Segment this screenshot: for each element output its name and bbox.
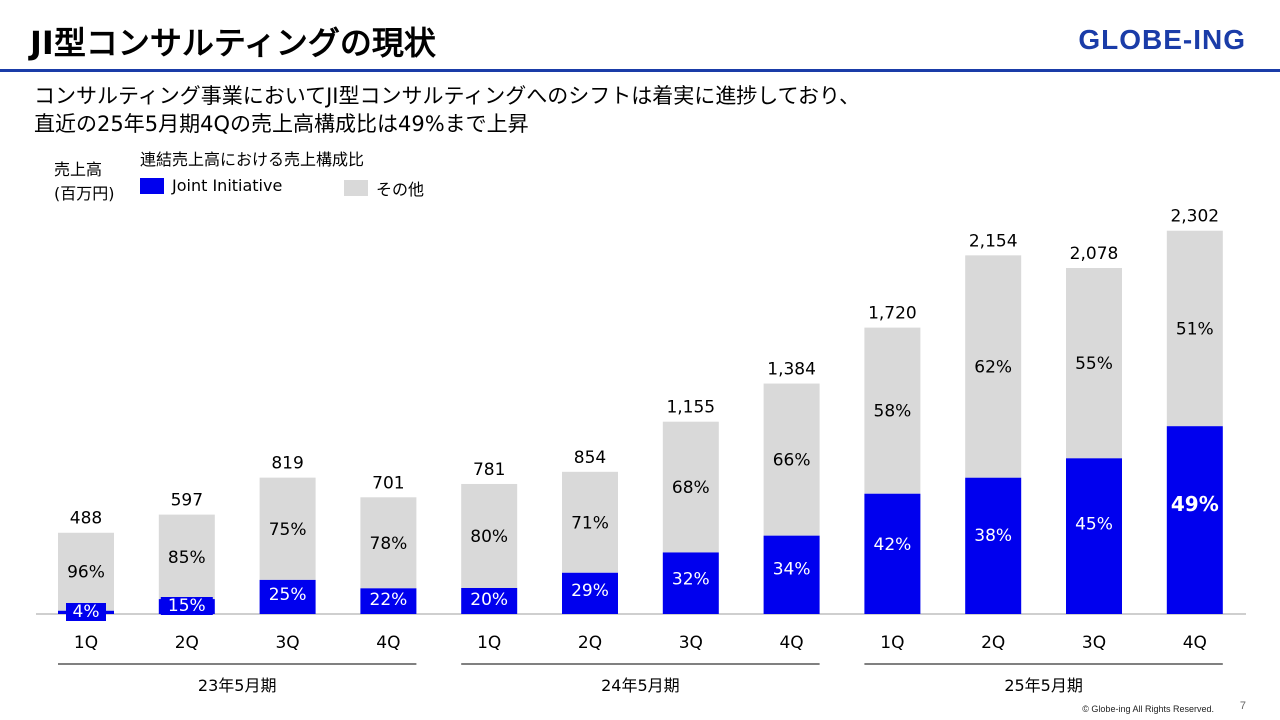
bar-share-label-other: 58% [874, 402, 912, 422]
bar-segment-ji [259, 579, 316, 614]
bar-total-label: 1,720 [868, 304, 917, 324]
company-logo: GLOBE-ING [1078, 24, 1246, 55]
fiscal-year-label: 25年5月期 [1004, 676, 1083, 695]
bar-share-label-other: 85% [168, 548, 206, 568]
subtitle-line-2: 直近の25年5月期4Qの売上高構成比は49%まで上昇 [34, 112, 529, 136]
bar-share-label-ji: 32% [672, 569, 710, 589]
bar-segment-ji [763, 535, 820, 614]
title-divider [0, 69, 1280, 72]
bar-ji-label-box [66, 603, 106, 621]
bar-share-label-ji: 42% [874, 535, 912, 555]
bar-share-label-ji: 38% [974, 526, 1012, 546]
bar-segment-other [662, 421, 719, 553]
legend-swatch-other [344, 180, 368, 196]
fiscal-year-label: 24年5月期 [601, 676, 680, 695]
x-tick-label: 3Q [275, 633, 299, 653]
chart-caption: 連結売上高における売上構成比 [140, 150, 365, 169]
bar-segment-other [1166, 230, 1223, 427]
bar-share-label-other: 71% [571, 513, 609, 533]
page-title: JI型コンサルティングの現状 [30, 24, 436, 62]
x-tick-label: 2Q [175, 633, 199, 653]
bar-total-label: 2,154 [969, 231, 1018, 251]
bar-segment-ji [1066, 458, 1122, 614]
bar-share-label-other: 96% [67, 563, 105, 583]
bar-total-label: 819 [271, 454, 303, 474]
bar-segment-other [763, 383, 820, 536]
bar-total-label: 701 [372, 473, 404, 493]
bar-share-label-ji: 45% [1075, 515, 1113, 535]
bar-total-label: 781 [473, 460, 505, 480]
slide-subtitle: コンサルティング事業においてJI型コンサルティングへのシフトは着実に進捗しており… [34, 82, 860, 138]
bar-share-label-ji: 29% [571, 581, 609, 601]
x-tick-label: 1Q [880, 633, 904, 653]
bar-ji-label-box [160, 597, 213, 615]
bar-share-label-ji: 49% [1171, 492, 1219, 516]
fiscal-year-label: 23年5月期 [198, 676, 277, 695]
bar-total-label: 1,384 [767, 360, 816, 380]
x-tick-label: 1Q [74, 633, 98, 653]
bar-segment-other [360, 497, 417, 589]
subtitle-line-1: コンサルティング事業においてJI型コンサルティングへのシフトは着実に進捗しており… [34, 84, 861, 108]
legend-label-other: その他 [376, 180, 425, 199]
bar-segment-ji [662, 552, 719, 614]
bar-share-label-ji: 25% [269, 585, 307, 605]
bar-total-label: 488 [70, 509, 102, 529]
bar-segment-other [864, 327, 921, 494]
bar-total-label: 1,155 [666, 398, 715, 418]
legend-item-other: その他 [344, 176, 424, 200]
bar-share-label-ji: 15% [168, 596, 206, 616]
bar-share-label-ji: 22% [370, 590, 408, 610]
y-unit-label: 売上高 (百万円) [54, 156, 115, 204]
bar-segment-ji [360, 588, 417, 614]
bar-share-label-other: 68% [672, 478, 710, 498]
x-tick-label: 4Q [376, 633, 400, 653]
legend-swatch-ji [140, 177, 164, 194]
legend-label-ji: Joint Initiative [172, 176, 283, 195]
y-unit-line-2: (百万円) [54, 184, 115, 203]
bar-share-label-other: 62% [974, 358, 1012, 378]
copyright-text: © Globe-ing All Rights Reserved. [1082, 704, 1214, 714]
bar-share-label-other: 66% [773, 451, 811, 471]
bar-segment-ji [562, 572, 618, 614]
page-number: 7 [1239, 700, 1246, 712]
bar-total-label: 597 [171, 491, 203, 511]
bar-segment-other [562, 471, 618, 573]
bar-total-label: 854 [574, 448, 606, 468]
bar-segment-other [158, 514, 215, 600]
x-tick-label: 3Q [1082, 633, 1106, 653]
bar-segment-other [58, 532, 114, 611]
bar-segment-other [965, 255, 1022, 478]
bar-share-label-other: 80% [470, 527, 508, 547]
bar-segment-ji [965, 477, 1022, 614]
bar-total-label: 2,078 [1070, 244, 1119, 264]
y-unit-line-1: 売上高 [54, 160, 103, 179]
bar-segment-other [1066, 268, 1122, 459]
bar-segment-other [461, 483, 518, 588]
bar-total-label: 2,302 [1170, 207, 1219, 227]
x-tick-label: 1Q [477, 633, 501, 653]
x-tick-label: 2Q [578, 633, 602, 653]
bar-segment-ji [864, 493, 921, 614]
legend-item-ji: Joint Initiative [140, 176, 282, 195]
bar-share-label-other: 78% [370, 534, 408, 554]
x-tick-label: 4Q [1183, 633, 1207, 653]
x-tick-label: 2Q [981, 633, 1005, 653]
bar-share-label-ji: 34% [773, 560, 811, 580]
bar-share-label-ji: 20% [470, 590, 508, 610]
x-tick-label: 3Q [679, 633, 703, 653]
bar-segment-ji [1166, 426, 1223, 614]
bar-share-label-ji: 4% [73, 602, 100, 622]
bar-segment-other [259, 477, 316, 580]
bar-share-label-other: 55% [1075, 354, 1113, 374]
bar-segment-ji [461, 587, 518, 614]
bar-share-label-other: 75% [269, 520, 307, 540]
x-tick-label: 4Q [779, 633, 803, 653]
bar-share-label-other: 51% [1176, 319, 1214, 339]
